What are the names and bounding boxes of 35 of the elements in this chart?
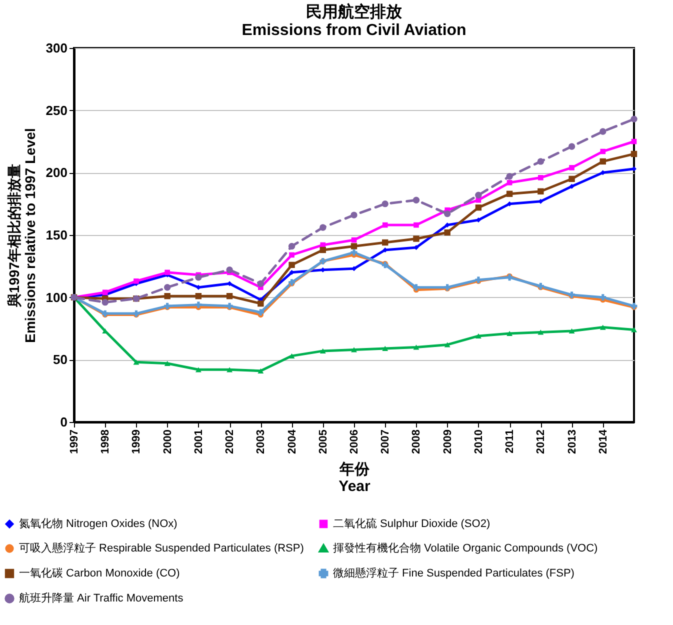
x-tick-label: 2006 <box>348 430 360 454</box>
legend-label: 氮氧化物 Nitrogen Oxides (NOx) <box>19 518 178 530</box>
x-tick-label: 2007 <box>380 430 392 454</box>
legend-label: 二氧化硫 Sulphur Dioxide (SO2) <box>333 516 490 530</box>
x-tick-label: 2003 <box>255 430 268 454</box>
legend-label: 可吸入懸浮粒子 Respirable Suspended Particulates (RSP) <box>19 542 304 554</box>
y-tick-label: 300 <box>46 40 68 56</box>
chart-title: 民用航空排放 Emissions from Civil Aviation <box>242 3 466 39</box>
x-tick-label: 2000 <box>162 430 174 454</box>
x-tick-label: 2011 <box>504 430 516 454</box>
x-tick-label: 2001 <box>192 430 205 454</box>
legend-label: 微細懸浮粒子 Fine Suspended Particulates (FSP) <box>333 566 574 580</box>
y-tick-label: 250 <box>46 102 68 118</box>
x-tick-label: 2010 <box>472 430 485 454</box>
x-tick-label: 1998 <box>100 430 112 454</box>
legend-label: 一氧化碳 Carbon Monoxide (CO) <box>19 568 180 580</box>
y-tick-label: 50 <box>53 352 68 368</box>
x-tick-label: 1999 <box>130 430 143 454</box>
legend-label: 航班升降量 Air Traffic Movements <box>19 592 184 604</box>
y-tick-label: 200 <box>46 165 68 180</box>
x-tick-label: 2004 <box>286 428 298 454</box>
x-tick-label: 2012 <box>535 430 548 454</box>
x-tick-label: 2009 <box>442 430 454 454</box>
x-tick-label: 2005 <box>317 430 330 454</box>
x-tick-label: 1997 <box>68 430 80 454</box>
y-axis-title: 與1997年相比的排放量 Emissions relative to 1997 Level <box>6 128 38 343</box>
x-tick-label: 2008 <box>410 430 423 454</box>
x-axis-title: 年份 Year <box>338 460 371 495</box>
x-tick-label: 2002 <box>224 430 236 454</box>
y-tick-label: 150 <box>46 228 68 242</box>
x-tick-label: 2014 <box>597 428 610 454</box>
y-tick-label: 0 <box>60 414 68 430</box>
y-tick-label: 100 <box>46 290 68 305</box>
legend-label: 揮發性有機化合物 Volatile Organic Compounds (VOC) <box>333 542 598 554</box>
x-tick-label: 2013 <box>566 430 578 454</box>
